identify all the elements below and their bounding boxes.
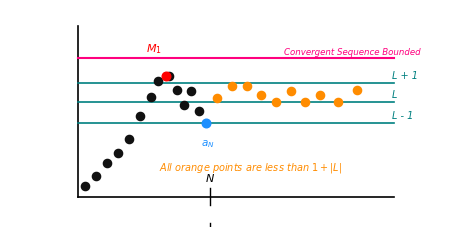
Point (103, 162, 111, 165)
Point (272, 101, 280, 104)
Text: L - 1: L - 1 (392, 111, 413, 121)
Point (125, 137, 133, 141)
Point (155, 80, 162, 83)
Text: L: L (392, 90, 397, 100)
Text: Convergent Sequence Bounded: Convergent Sequence Bounded (284, 48, 421, 57)
Text: $M_1$: $M_1$ (146, 42, 162, 56)
Point (137, 115, 144, 118)
Point (213, 97, 221, 101)
Point (195, 109, 203, 113)
Point (173, 88, 181, 92)
Point (180, 104, 188, 108)
Point (228, 85, 236, 89)
Text: L + 1: L + 1 (392, 71, 418, 81)
Point (243, 85, 250, 89)
Text: $a_N$: $a_N$ (201, 137, 214, 149)
Point (188, 90, 195, 94)
Point (301, 101, 309, 104)
Point (287, 90, 294, 94)
Point (202, 121, 210, 125)
Point (92, 174, 100, 178)
Point (335, 101, 342, 104)
Point (81, 185, 89, 188)
Text: All orange points are less than $1 + |L|$: All orange points are less than $1 + |L|… (159, 160, 342, 174)
Point (165, 74, 173, 78)
Point (257, 94, 265, 97)
Point (162, 74, 170, 78)
Text: $N$: $N$ (205, 171, 215, 183)
Point (147, 95, 155, 99)
Point (316, 94, 324, 97)
Point (353, 88, 361, 92)
Point (114, 151, 122, 155)
